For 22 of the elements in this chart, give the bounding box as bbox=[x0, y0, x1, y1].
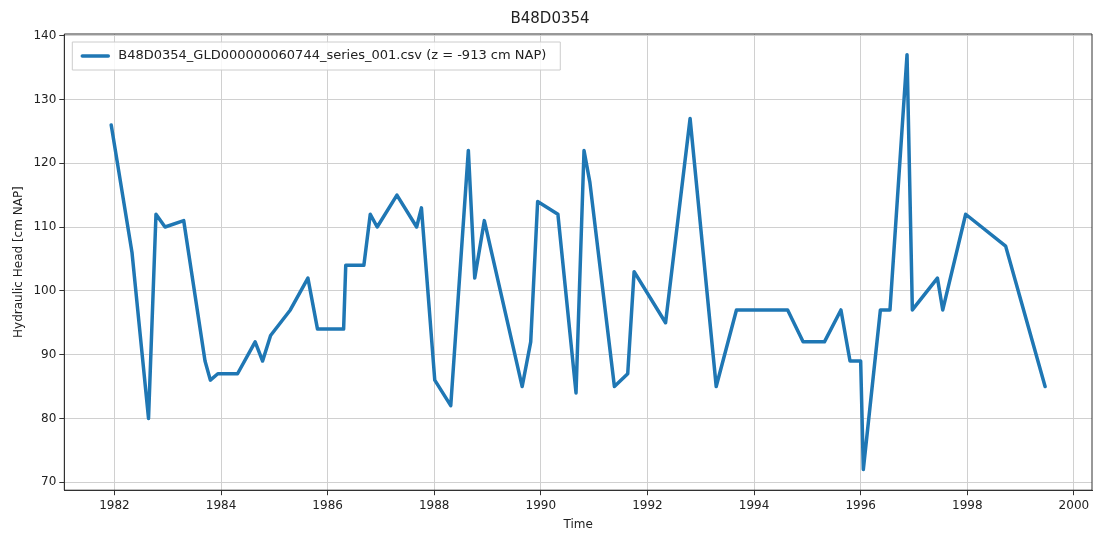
x-tick-label: 1992 bbox=[632, 497, 663, 512]
x-tick-label: 1988 bbox=[418, 497, 450, 512]
x-tick-label: 1984 bbox=[205, 497, 237, 512]
y-tick-label: 120 bbox=[33, 155, 57, 170]
y-tick-label: 130 bbox=[33, 91, 57, 106]
x-tick-label: 2000 bbox=[1058, 497, 1090, 512]
x-tick-label: 1998 bbox=[952, 497, 983, 512]
y-tick-label: 80 bbox=[41, 410, 57, 425]
x-tick-label: 1982 bbox=[99, 497, 130, 512]
x-tick-label: 1996 bbox=[845, 497, 876, 512]
x-tick-label: 1994 bbox=[738, 497, 770, 512]
y-tick-label: 100 bbox=[33, 282, 57, 297]
y-axis-title: Hydraulic Head [cm NAP] bbox=[11, 186, 26, 338]
y-tick-label: 140 bbox=[33, 27, 57, 42]
legend-label: B48D0354_GLD000000060744_series_001.csv (z = -913 cm NAP) bbox=[118, 47, 547, 63]
x-axis-title: Time bbox=[562, 516, 593, 531]
x-tick-label: 1990 bbox=[525, 497, 557, 512]
y-tick-label: 90 bbox=[41, 346, 57, 361]
chart-title: B48D0354 bbox=[510, 8, 590, 27]
y-tick-label: 110 bbox=[33, 219, 57, 234]
y-tick-label: 70 bbox=[41, 474, 57, 489]
x-tick-label: 1986 bbox=[312, 497, 343, 512]
